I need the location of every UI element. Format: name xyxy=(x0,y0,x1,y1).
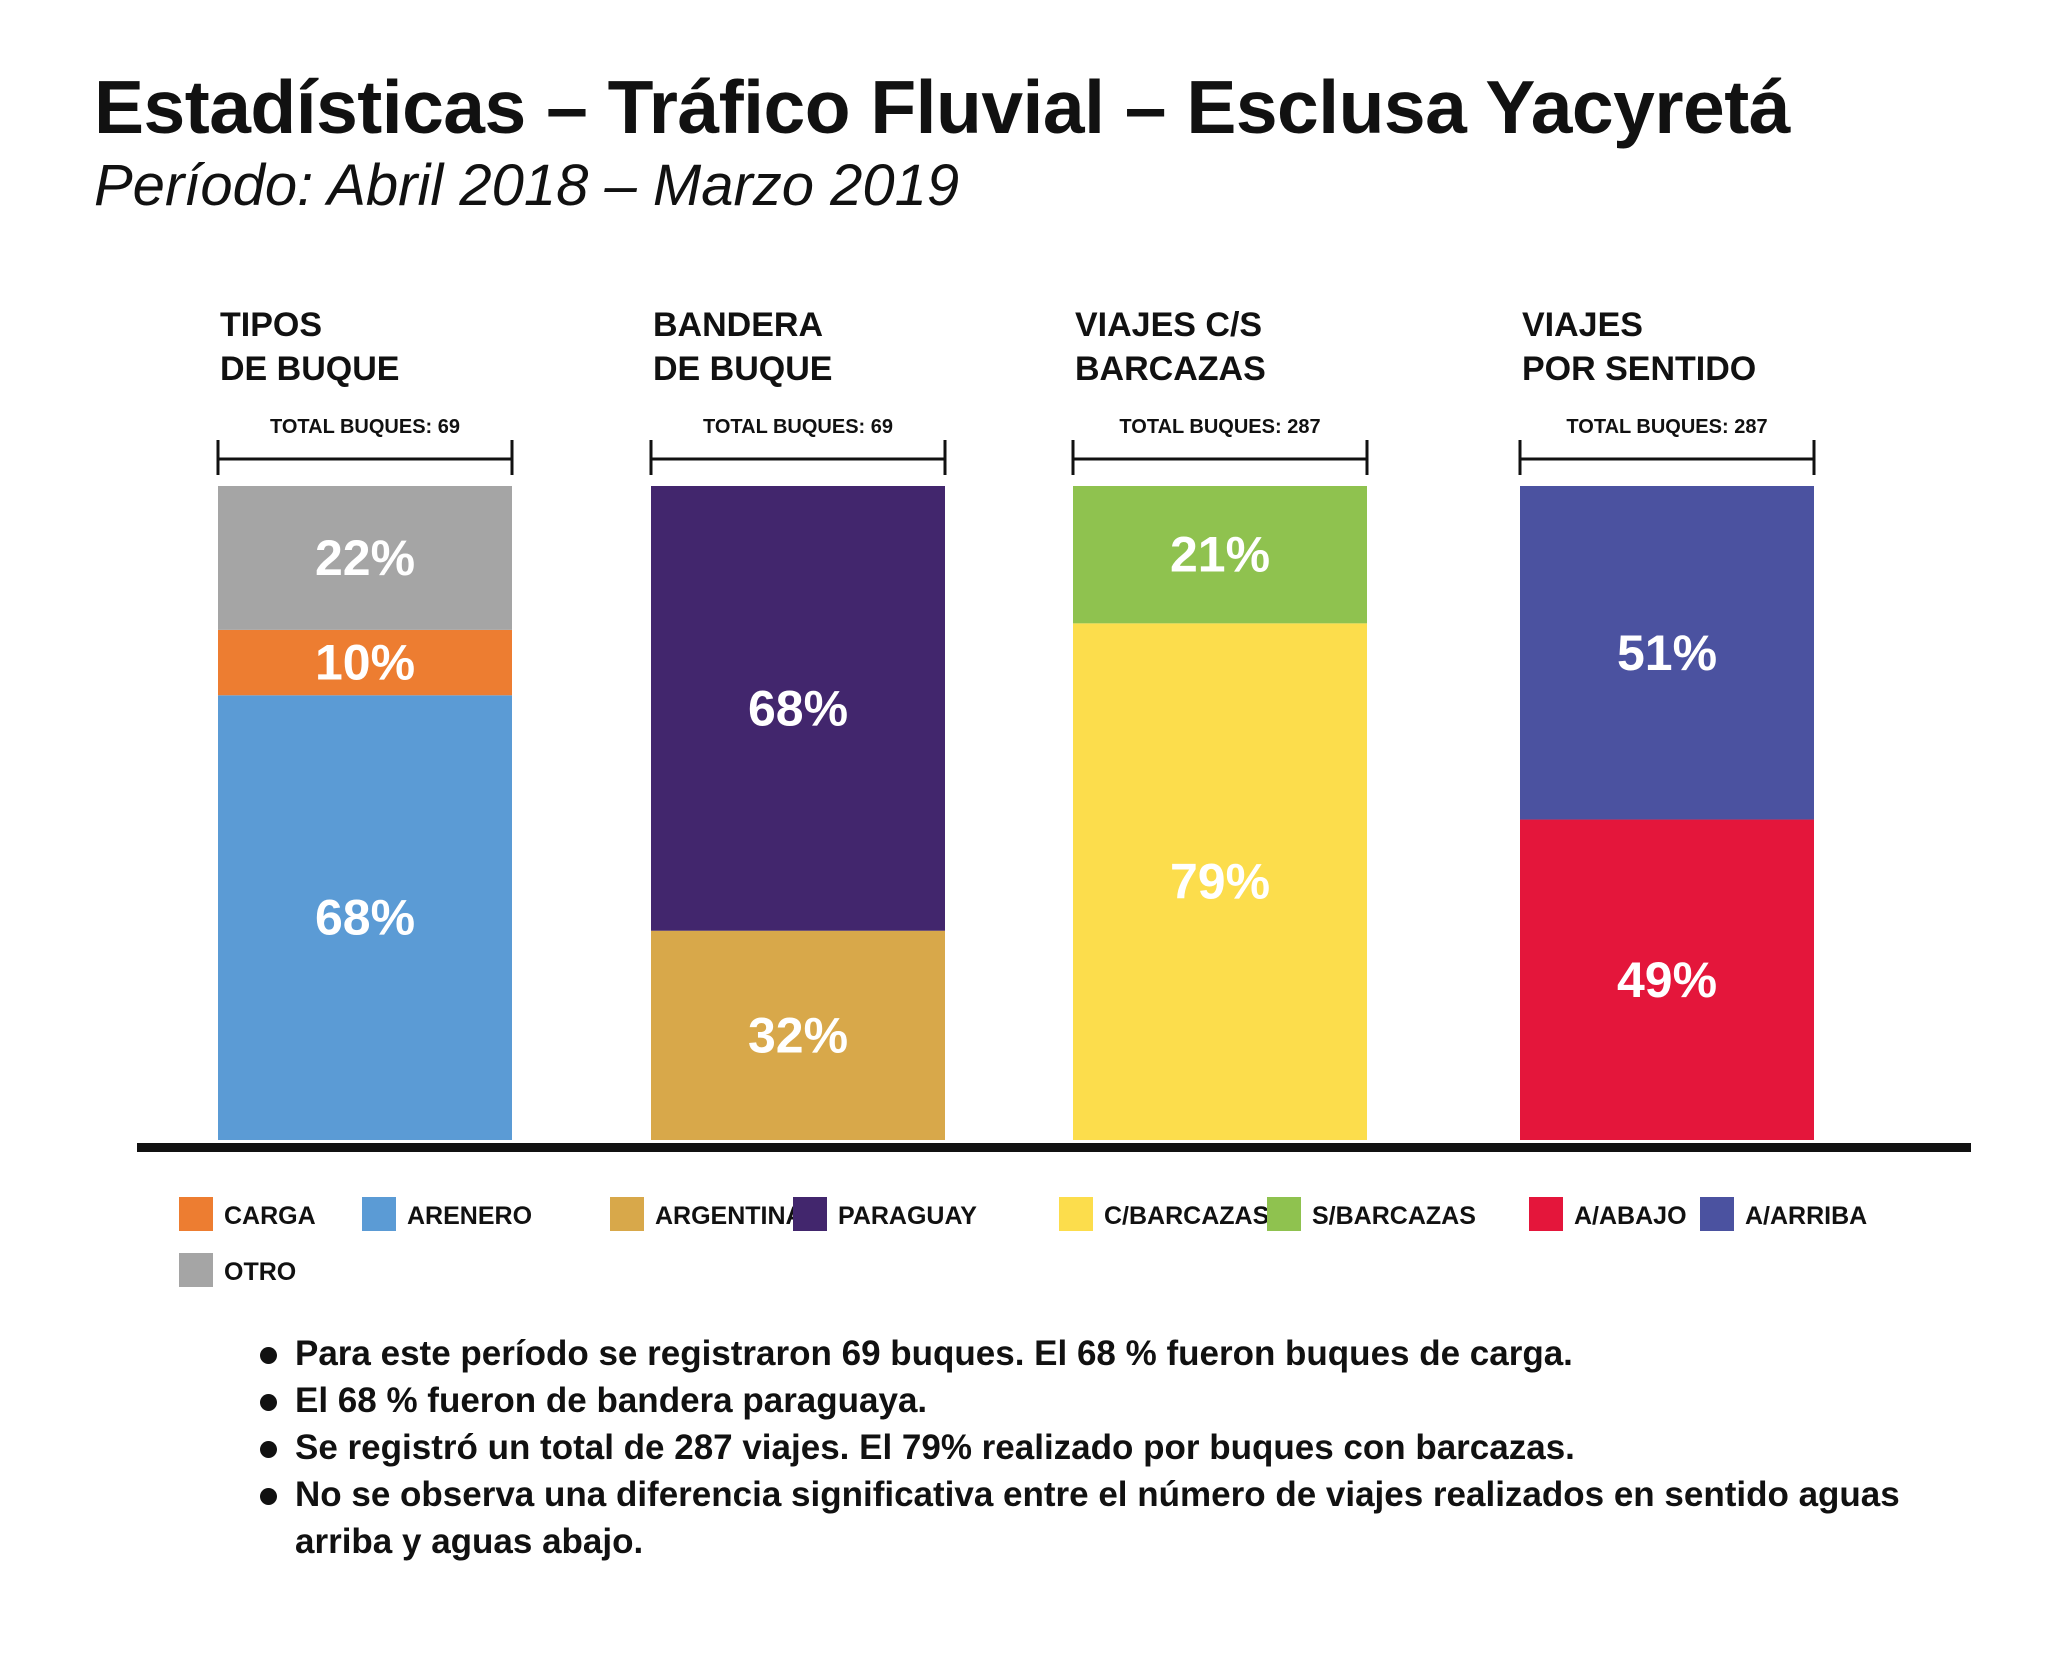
chart-header-line: DE BUQUE xyxy=(220,350,399,388)
chart-subtitle: Período: Abril 2018 – Marzo 2019 xyxy=(94,153,960,218)
chart-header-line: BARCAZAS xyxy=(1075,350,1266,388)
legend-label-c-barcazas: C/BARCAZAS xyxy=(1104,1202,1269,1230)
baseline xyxy=(137,1143,1971,1152)
chart-header-line: TIPOS xyxy=(220,306,322,344)
legend-swatch-arenero xyxy=(362,1197,396,1231)
segment-label-a-arriba: 51% xyxy=(1617,625,1717,681)
chart-2: BANDERA DE BUQUE TOTAL BUQUES: 69 32% 68% xyxy=(649,306,947,1140)
note-item: Para este período se registraron 69 buqu… xyxy=(255,1330,1935,1377)
legend-swatch-c-barcazas xyxy=(1059,1197,1093,1231)
segment-label-c-barcazas: 79% xyxy=(1170,854,1270,910)
legend-swatch-s-barcazas xyxy=(1267,1197,1301,1231)
total-label: TOTAL BUQUES: 69 xyxy=(703,416,893,438)
segment-label-argentina: 32% xyxy=(748,1007,848,1063)
legend-item-argentina: ARGENTINA xyxy=(610,1197,804,1231)
total-label: TOTAL BUQUES: 69 xyxy=(270,416,460,438)
bar-segment-arenero xyxy=(218,695,512,1140)
total-label: TOTAL BUQUES: 287 xyxy=(1119,416,1320,438)
notes-list: Para este período se registraron 69 buqu… xyxy=(255,1330,1935,1565)
chart-1: TIPOS DE BUQUE TOTAL BUQUES: 69 68% 10% 22% xyxy=(216,306,514,1140)
legend-swatch-carga xyxy=(179,1197,213,1231)
legend-swatch-argentina xyxy=(610,1197,644,1231)
legend-label-otro: OTRO xyxy=(224,1258,296,1286)
chart-header-line: VIAJES xyxy=(1522,306,1643,344)
note-item: No se observa una diferencia significati… xyxy=(255,1471,1935,1565)
bar-segment-otro xyxy=(218,486,512,630)
legend-item-a-arriba: A/ARRIBA xyxy=(1700,1197,1867,1231)
note-item: Se registró un total de 287 viajes. El 7… xyxy=(255,1424,1935,1471)
legend-item-paraguay: PARAGUAY xyxy=(793,1197,977,1231)
bar-segment-c-barcazas xyxy=(1073,623,1367,1140)
chart-3: VIAJES C/S BARCAZAS TOTAL BUQUES: 287 79% 21… xyxy=(1071,306,1369,1140)
segment-label-arenero: 68% xyxy=(315,890,415,946)
bar-segment-a-abajo xyxy=(1520,819,1814,1140)
legend-label-paraguay: PARAGUAY xyxy=(838,1202,977,1230)
legend-item-carga: CARGA xyxy=(179,1197,316,1231)
bar-segment-a-arriba xyxy=(1520,486,1814,820)
chart-4: VIAJES POR SENTIDO TOTAL BUQUES: 287 49% 51% xyxy=(1518,306,1816,1140)
legend-label-argentina: ARGENTINA xyxy=(655,1202,804,1230)
legend-swatch-a-abajo xyxy=(1529,1197,1563,1231)
legend-swatch-paraguay xyxy=(793,1197,827,1231)
bar-segment-carga xyxy=(218,629,512,696)
legend-swatch-otro xyxy=(179,1253,213,1287)
chart-title: Estadísticas – Tráfico Fluvial – Esclusa… xyxy=(94,65,1790,149)
legend-label-a-abajo: A/ABAJO xyxy=(1574,1202,1687,1230)
chart-header-line: POR SENTIDO xyxy=(1522,350,1756,388)
legend-label-arenero: ARENERO xyxy=(407,1202,532,1230)
chart-header-line: VIAJES C/S xyxy=(1075,306,1262,344)
legend-label-carga: CARGA xyxy=(224,1202,316,1230)
legend-item-s-barcazas: S/BARCAZAS xyxy=(1267,1197,1476,1231)
bar-segment-paraguay xyxy=(651,486,945,931)
segment-label-carga: 10% xyxy=(315,635,415,691)
legend-item-arenero: ARENERO xyxy=(362,1197,532,1231)
legend-label-a-arriba: A/ARRIBA xyxy=(1745,1202,1867,1230)
stacked-bar-charts: TIPOS DE BUQUE TOTAL BUQUES: 69 68% 10% 22% BA… xyxy=(137,306,1971,1287)
note-item: El 68 % fueron de bandera paraguaya. xyxy=(255,1377,1935,1424)
segment-label-s-barcazas: 21% xyxy=(1170,527,1270,583)
legend-label-s-barcazas: S/BARCAZAS xyxy=(1312,1202,1476,1230)
segment-label-a-abajo: 49% xyxy=(1617,952,1717,1008)
bar-segment-s-barcazas xyxy=(1073,486,1367,624)
chart-header-line: BANDERA xyxy=(653,306,823,344)
legend-item-c-barcazas: C/BARCAZAS xyxy=(1059,1197,1269,1231)
segment-label-otro: 22% xyxy=(315,530,415,586)
legend-swatch-a-arriba xyxy=(1700,1197,1734,1231)
bar-segment-argentina xyxy=(651,930,945,1140)
total-label: TOTAL BUQUES: 287 xyxy=(1566,416,1767,438)
legend-item-a-abajo: A/ABAJO xyxy=(1529,1197,1687,1231)
chart-header-line: DE BUQUE xyxy=(653,350,832,388)
legend-item-otro: OTRO xyxy=(179,1253,296,1287)
segment-label-paraguay: 68% xyxy=(748,680,848,736)
